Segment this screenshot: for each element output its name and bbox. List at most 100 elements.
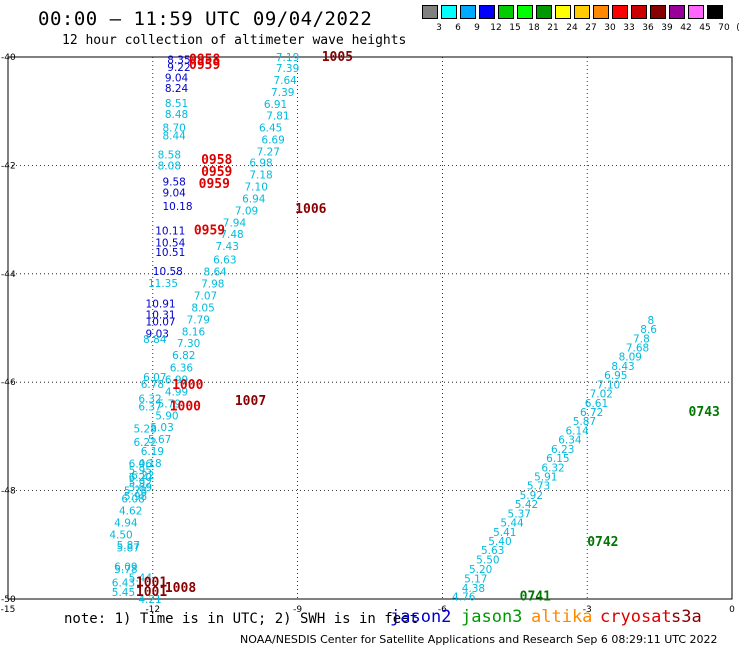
time-label: 1001 bbox=[136, 576, 167, 591]
wave-height-label: 6.36 bbox=[170, 363, 194, 375]
wave-height-label: 6.63 bbox=[213, 255, 236, 267]
wave-height-label: 6.07 bbox=[143, 372, 166, 384]
wave-height-label: 5.87 bbox=[573, 416, 596, 428]
colorbar-label: 24 bbox=[566, 23, 578, 33]
wave-height-label: 10.07 bbox=[146, 316, 176, 328]
wave-height-label: 6.22 bbox=[133, 437, 156, 449]
time-label: 0959 bbox=[194, 223, 225, 238]
wave-height-label: 9.22 bbox=[167, 62, 190, 74]
wave-height-label: 9.04 bbox=[162, 188, 186, 200]
wave-height-label: 10.58 bbox=[153, 266, 183, 278]
time-label: 1007 bbox=[235, 394, 266, 409]
wave-height-label: 8.48 bbox=[165, 109, 188, 121]
wave-height-label: 4.21 bbox=[138, 594, 161, 606]
wave-height-label: 6.43 bbox=[112, 578, 135, 590]
wave-height-label: 7.09 bbox=[235, 205, 258, 217]
footnote: note: 1) Time is in UTC; 2) SWH is in fe… bbox=[64, 611, 419, 627]
colorbar-swatch bbox=[479, 5, 495, 19]
lon-tick-label: -12 bbox=[145, 605, 160, 615]
time-label: 0742 bbox=[587, 535, 618, 550]
wave-height-label: 5.78 bbox=[114, 564, 137, 576]
wave-height-label: 6.99 bbox=[165, 374, 188, 386]
wave-height-label: 6.94 bbox=[242, 193, 266, 205]
wave-height-label: 5.98 bbox=[124, 491, 147, 503]
wave-height-label: 5.90 bbox=[155, 410, 178, 422]
colorbar-swatch bbox=[593, 5, 609, 19]
wave-height-label: 4.38 bbox=[462, 583, 485, 595]
wave-height-label: 7.39 bbox=[271, 87, 294, 99]
time-label: 0959 bbox=[201, 165, 232, 180]
wave-height-label: 7.48 bbox=[220, 229, 243, 241]
wave-height-label: 7.68 bbox=[626, 343, 649, 355]
wave-height-label: 8.43 bbox=[611, 361, 634, 373]
wave-height-label: 7.07 bbox=[194, 290, 217, 302]
wave-height-label: 8.44 bbox=[162, 131, 186, 143]
colorbar-label: 3 bbox=[436, 23, 442, 33]
wave-height-label: 4.76 bbox=[452, 591, 476, 603]
lat-tick-label: -40 bbox=[1, 53, 16, 63]
colorbar-swatch bbox=[707, 5, 723, 19]
wave-height-label: 6.23 bbox=[551, 444, 574, 456]
wave-height-label: 5.73 bbox=[527, 481, 550, 493]
wave-height-label: 6.95 bbox=[604, 370, 627, 382]
wave-height-label: 6.82 bbox=[172, 350, 195, 362]
colorbar-swatch bbox=[650, 5, 666, 19]
wave-height-label: 7.30 bbox=[177, 338, 200, 350]
lat-tick-label: -44 bbox=[1, 270, 16, 280]
page-subtitle: 12 hour collection of altimeter wave hei… bbox=[62, 33, 407, 48]
colorbar-label: 15 bbox=[509, 23, 521, 33]
wave-height-label: 6.45 bbox=[259, 122, 282, 134]
wave-height-label: 4.18 bbox=[138, 458, 161, 470]
wave-height-label: 5.92 bbox=[129, 477, 152, 489]
wave-height-label: 6.34 bbox=[558, 435, 582, 447]
wave-height-label: 8.6 bbox=[640, 324, 657, 336]
lon-tick-label: -3 bbox=[583, 605, 592, 615]
colorbar-label: 12 bbox=[490, 23, 502, 33]
wave-height-label: 10.54 bbox=[155, 237, 185, 249]
legend-item: s3a bbox=[671, 607, 702, 627]
colorbar-swatch bbox=[612, 5, 628, 19]
colorbar-label: 45 bbox=[699, 23, 711, 33]
wave-height-label: 9.03 bbox=[146, 328, 169, 340]
wave-height-label: 5.45 bbox=[112, 587, 135, 599]
wave-height-label: 8 bbox=[648, 315, 655, 327]
wave-height-label: 9.58 bbox=[162, 177, 185, 189]
time-label: 1006 bbox=[295, 202, 326, 217]
wave-height-label: 5.41 bbox=[493, 527, 516, 539]
time-label: 1008 bbox=[165, 581, 196, 596]
wave-height-label: 11.35 bbox=[148, 278, 178, 290]
wave-height-label: 10.31 bbox=[146, 309, 176, 321]
lat-tick-label: -50 bbox=[1, 595, 16, 605]
wave-height-label: 5.79 bbox=[158, 398, 181, 410]
wave-height-label: 5.37 bbox=[508, 508, 531, 520]
wave-height-label: 5.91 bbox=[534, 472, 557, 484]
wave-height-label: 6.22 bbox=[131, 470, 154, 482]
wave-height-label: 8.24 bbox=[165, 83, 189, 95]
wave-height-label: 5.20 bbox=[469, 564, 492, 576]
wave-height-label: 6.19 bbox=[141, 446, 164, 458]
wave-height-label: 5.28 bbox=[133, 423, 156, 435]
wave-height-label: 6.08 bbox=[121, 494, 144, 506]
time-label: 0741 bbox=[520, 589, 551, 604]
wave-height-label: 8.58 bbox=[158, 150, 181, 162]
time-label: 0743 bbox=[689, 405, 720, 420]
colorbar-swatch bbox=[498, 5, 514, 19]
wave-height-label: 5.87 bbox=[117, 540, 140, 552]
legend-item: jason3 bbox=[461, 607, 523, 627]
wave-height-label: 10.18 bbox=[162, 201, 192, 213]
wave-height-label: 6.78 bbox=[141, 379, 164, 391]
wave-height-label: 5.92 bbox=[520, 490, 543, 502]
time-label: 1001 bbox=[136, 585, 167, 600]
time-label: 0958 bbox=[201, 153, 232, 168]
time-label: 0959 bbox=[199, 177, 230, 192]
lat-tick-label: -46 bbox=[1, 378, 16, 388]
wave-height-label: 8.08 bbox=[158, 160, 181, 172]
wave-height-label: 6.61 bbox=[585, 398, 608, 410]
wave-height-label: 6.15 bbox=[546, 453, 569, 465]
colorbar-swatch bbox=[460, 5, 476, 19]
track-points: 8.359.229.048.249.589.0410.1810.1110.541… bbox=[109, 50, 720, 606]
colorbar-label: 9 bbox=[474, 23, 480, 33]
wave-height-label: 5.44 bbox=[129, 572, 153, 584]
gridlines bbox=[8, 57, 732, 599]
